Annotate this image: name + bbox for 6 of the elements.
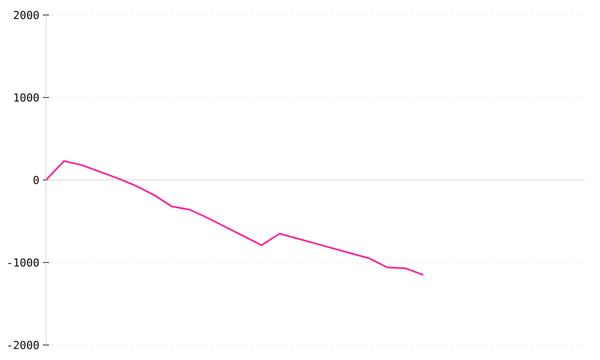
y-tick-label: 0 (34, 176, 39, 184)
y-tick-label: 1000 (14, 93, 39, 102)
line-series (46, 160, 424, 276)
y-tick-label: -2000 (8, 340, 39, 350)
y-tick-label: 2000 (14, 10, 39, 20)
y-tick-label: -1000 (8, 258, 39, 267)
